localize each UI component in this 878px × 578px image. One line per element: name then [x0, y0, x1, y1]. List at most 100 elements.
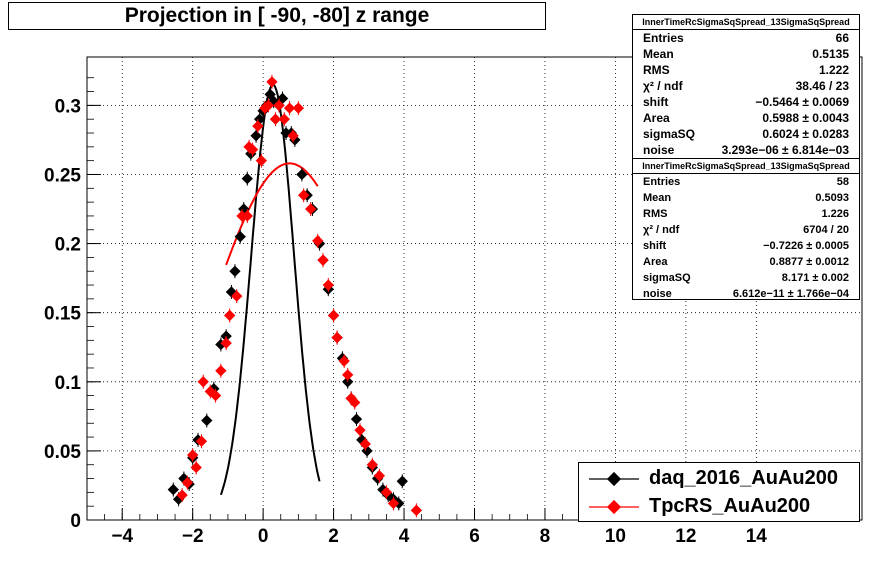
x-tick-label: −4: [111, 526, 133, 547]
stats-row: Entries 58: [633, 174, 859, 190]
stats-box-tpcrs: InnerTimeRcSigmaSqSpread_13SigmaSqSpread…: [632, 158, 860, 300]
data-point: [255, 154, 268, 167]
stats-label: χ² / ndf: [643, 224, 680, 236]
stats-value: 66: [835, 31, 849, 45]
legend-marker-tpcrs: [589, 499, 639, 515]
data-point: [305, 203, 317, 215]
x-tick-label: 0: [258, 526, 269, 547]
stats-label: sigmaSQ: [643, 272, 691, 284]
data-point: [296, 168, 308, 181]
data-point: [234, 231, 246, 243]
plot-title: Projection in [ -90, -80] z range: [8, 2, 546, 30]
data-point: [287, 130, 299, 142]
data-point: [252, 120, 264, 132]
stats-label: Entries: [643, 31, 684, 45]
data-point: [354, 424, 366, 436]
stats-value: 0.6024 ± 0.0283: [762, 127, 849, 141]
data-point: [322, 279, 334, 291]
data-point: [366, 459, 378, 471]
stats-value: 58: [836, 176, 849, 188]
x-tick-label: 2: [328, 526, 339, 547]
stats-header: InnerTimeRcSigmaSqSpread_13SigmaSqSpread: [633, 15, 859, 30]
data-point: [224, 309, 236, 322]
data-point: [209, 389, 222, 402]
x-tick-label: −2: [182, 526, 204, 547]
data-point: [342, 369, 354, 381]
legend-entry-tpcrs: TpcRS_AuAu200: [579, 493, 859, 521]
y-tick-label: 0.05: [44, 442, 81, 463]
data-point: [246, 143, 259, 156]
data-point: [331, 331, 343, 344]
stats-row: Area 0.5988 ± 0.0043: [633, 110, 859, 126]
stats-label: Entries: [643, 176, 681, 188]
stats-label: χ² / ndf: [643, 79, 683, 93]
legend-label-daq: daq_2016_AuAu200: [649, 467, 838, 489]
stats-label: noise: [643, 143, 675, 157]
data-point: [241, 210, 253, 222]
stats-value: 1.226: [821, 208, 849, 220]
stats-value: 6.612e−11 ± 1.766e−04: [732, 288, 849, 300]
stats-value: 3.293e−06 ± 6.814e−03: [721, 143, 849, 157]
stats-value: 1.222: [818, 63, 849, 77]
stats-row: χ² / ndf 38.46 / 23: [633, 78, 859, 94]
data-point: [396, 475, 408, 487]
legend-marker-daq: [589, 471, 639, 487]
stats-value: 0.5135: [812, 47, 849, 61]
stats-row: noise 6.612e−11 ± 1.766e−04: [633, 286, 859, 302]
stats-row: χ² / ndf 6704 / 20: [633, 222, 859, 238]
stats-label: noise: [643, 288, 672, 300]
data-point: [220, 337, 232, 349]
data-point: [349, 396, 361, 409]
stats-row: Mean 0.5093: [633, 190, 859, 206]
y-tick-label: 0.2: [55, 235, 81, 256]
data-point: [201, 414, 213, 427]
legend-entry-daq: daq_2016_AuAu200: [579, 465, 859, 493]
stats-header: InnerTimeRcSigmaSqSpread_13SigmaSqSpread: [633, 159, 859, 174]
data-point: [387, 497, 400, 510]
data-point: [195, 435, 208, 447]
stats-label: RMS: [643, 63, 670, 77]
data-point: [181, 477, 194, 489]
data-point: [297, 189, 310, 201]
data-point: [359, 438, 371, 450]
stats-value: 0.8877 ± 0.0012: [769, 256, 849, 268]
data-point: [350, 413, 363, 425]
stats-value: 8.171 ± 0.002: [781, 272, 849, 284]
stats-label: Area: [643, 256, 668, 268]
legend: daq_2016_AuAu200 TpcRS_AuAu200: [578, 462, 860, 522]
data-point: [317, 254, 329, 266]
x-tick-label: 10: [605, 526, 626, 547]
stats-label: RMS: [643, 208, 668, 220]
stats-value: −0.5464 ± 0.0069: [755, 95, 849, 109]
data-point: [338, 355, 350, 367]
x-tick-label: 8: [540, 526, 551, 547]
data-point: [197, 376, 209, 388]
stats-value: 6704 / 20: [803, 224, 849, 236]
stats-row: sigmaSQ 8.171 ± 0.002: [633, 270, 859, 286]
x-tick-label: 4: [399, 526, 410, 547]
data-point: [190, 461, 202, 474]
stats-row: noise 3.293e−06 ± 6.814e−03: [633, 142, 859, 158]
stats-row: Area 0.8877 ± 0.0012: [633, 254, 859, 270]
stats-label: sigmaSQ: [643, 127, 696, 141]
x-tick-label: 12: [675, 526, 696, 547]
data-point: [327, 309, 340, 322]
y-tick-label: 0.3: [55, 96, 81, 117]
stats-value: −0.7226 ± 0.0005: [763, 240, 849, 252]
x-tick-label: 6: [469, 526, 480, 547]
fit-curve: [225, 162, 319, 266]
stats-row: RMS 1.222: [633, 62, 859, 78]
data-point: [215, 365, 227, 377]
y-tick-label: 0.25: [44, 165, 81, 186]
stats-label: shift: [643, 95, 669, 109]
y-tick-label: 0: [70, 511, 81, 532]
y-tick-label: 0.15: [44, 304, 81, 325]
data-point: [380, 486, 393, 499]
data-point: [312, 235, 324, 247]
data-point: [410, 504, 423, 516]
data-point: [373, 470, 386, 482]
stats-row: shift −0.5464 ± 0.0069: [633, 94, 859, 110]
stats-row: sigmaSQ 0.6024 ± 0.0283: [633, 126, 859, 142]
data-point: [229, 265, 241, 277]
data-point: [167, 483, 179, 496]
